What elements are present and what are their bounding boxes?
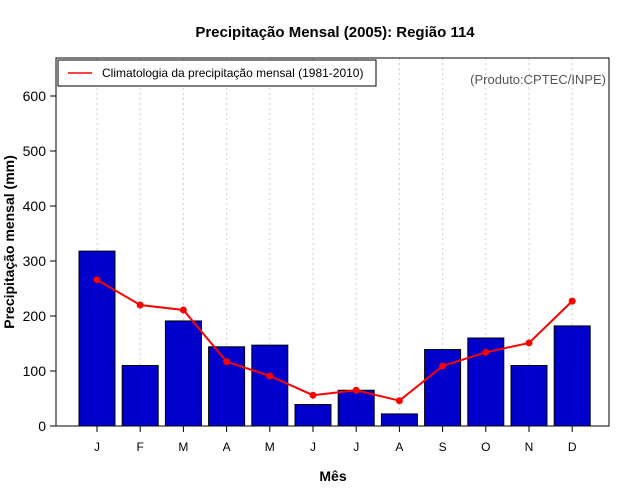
- climatology-point: [223, 358, 231, 366]
- bar: [337, 389, 375, 427]
- x-tick-label: D: [568, 440, 577, 454]
- legend-box: [57, 59, 377, 87]
- climatology-point: [136, 301, 144, 309]
- y-tick-label: 300: [23, 253, 47, 269]
- y-tick-label: 500: [23, 143, 47, 159]
- product-credit: (Produto:CPTEC/INPE): [470, 72, 606, 87]
- climatology-point: [395, 397, 403, 405]
- y-axis-label: Precipitação mensal (mm): [1, 155, 17, 329]
- chart-title: Precipitação Mensal (2005): Região 114: [195, 24, 475, 41]
- x-tick-label: O: [481, 440, 490, 454]
- bars: [78, 250, 591, 427]
- y-axis: 0 100 200 300 400 500 600: [23, 88, 57, 434]
- climatology-point: [439, 362, 447, 370]
- climatology-point: [309, 391, 317, 399]
- climatology-point: [266, 372, 274, 380]
- climatology-point: [179, 306, 187, 314]
- climatology-point: [93, 276, 101, 284]
- x-tick-label: N: [525, 440, 534, 454]
- bar: [164, 320, 202, 427]
- legend: Climatologia da precipitação mensal (198…: [57, 59, 377, 87]
- y-tick-label: 200: [23, 308, 47, 324]
- climatology-point: [525, 339, 533, 347]
- bar: [380, 413, 418, 427]
- x-tick-label: J: [94, 440, 100, 454]
- y-tick-label: 400: [23, 198, 47, 214]
- climatology-line: [93, 276, 576, 405]
- x-tick-label: A: [223, 440, 231, 454]
- bar: [467, 337, 505, 427]
- legend-label: Climatologia da precipitação mensal (198…: [102, 66, 363, 80]
- x-tick-label: J: [353, 440, 359, 454]
- bar: [121, 365, 159, 427]
- y-tick-label: 0: [38, 418, 46, 434]
- x-tick-label: A: [395, 440, 403, 454]
- bar: [251, 344, 289, 427]
- bar: [510, 365, 548, 427]
- x-tick-label: F: [137, 440, 144, 454]
- x-axis-label: Mês: [319, 468, 346, 484]
- climatology-polyline: [96, 278, 573, 402]
- x-tick-label: M: [178, 440, 188, 454]
- x-tick-label: M: [265, 440, 275, 454]
- climatology-point: [482, 348, 490, 356]
- climatology-point: [352, 386, 360, 394]
- x-tick-label: S: [439, 440, 447, 454]
- bar: [294, 404, 332, 427]
- y-tick-label: 600: [23, 88, 47, 104]
- x-tick-label: J: [310, 440, 316, 454]
- climatology-point: [568, 297, 576, 305]
- plot-frame: [55, 57, 610, 427]
- y-tick-label: 100: [23, 363, 47, 379]
- bar: [553, 325, 591, 427]
